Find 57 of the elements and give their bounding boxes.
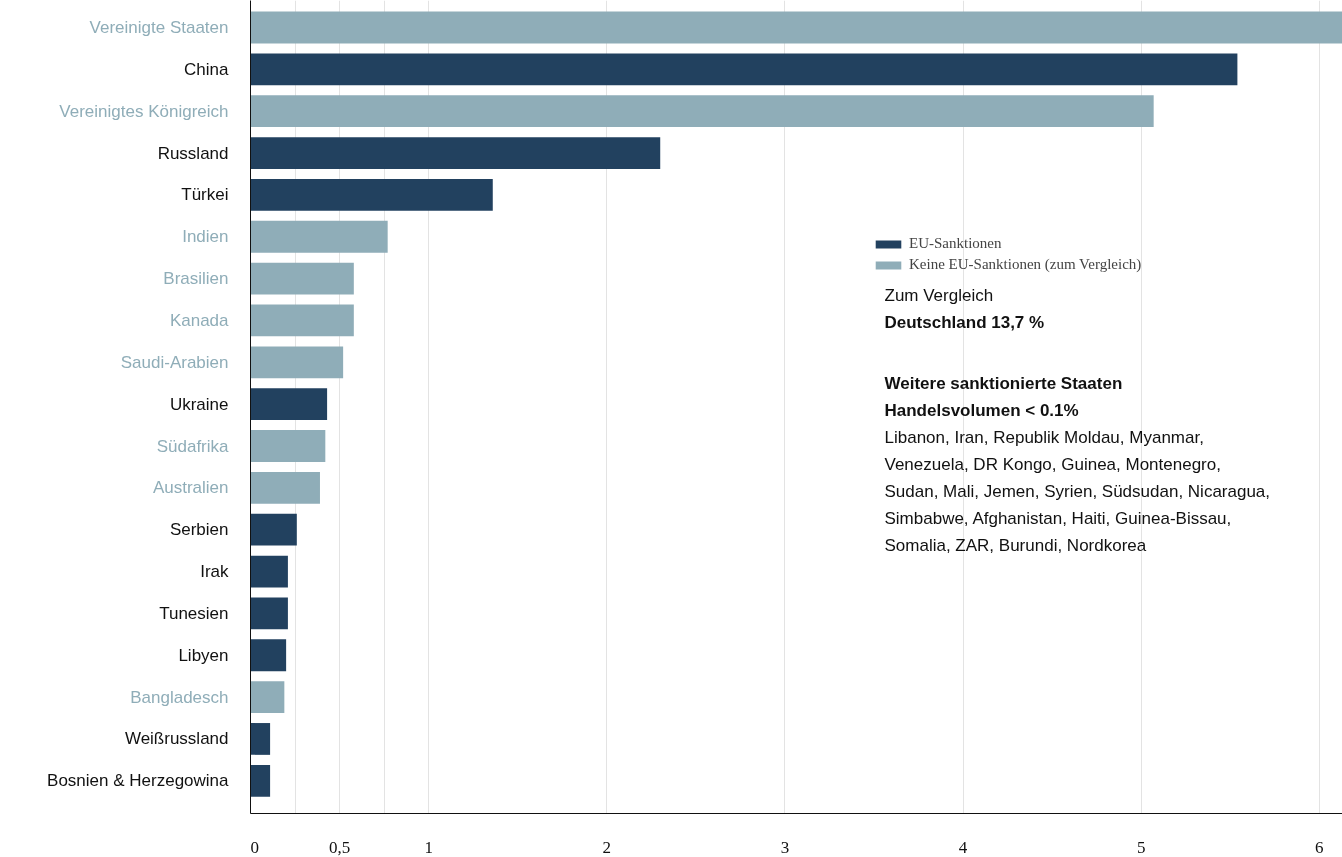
bar: [250, 262, 354, 295]
x-tick-label: 4: [958, 837, 968, 857]
y-tick-label: Türkei: [181, 185, 229, 205]
y-tick-label: Brasilien: [163, 269, 229, 289]
bar: [250, 179, 493, 211]
y-tick-label: Weißrussland: [124, 729, 229, 749]
y-tick-label: Vereinigtes Königreich: [59, 101, 229, 121]
bar: [250, 597, 288, 630]
y-tick-label: Irak: [200, 562, 229, 582]
annotation: Handelsvolumen < 0.1%: [884, 401, 1079, 420]
annotation: Somalia, ZAR, Burundi, Nordkorea: [884, 536, 1147, 555]
annotation: Sudan, Mali, Jemen, Syrien, Südsudan, Nicaragua,: [884, 482, 1271, 501]
legend-label: EU-Sanktionen: [909, 235, 1002, 252]
x-tick-label: 2: [602, 837, 612, 857]
y-tick-label: Serbien: [169, 520, 229, 540]
y-tick-label: Ukraine: [169, 394, 229, 414]
bar: [250, 513, 297, 546]
annotation: Libanon, Iran, Republik Moldau, Myanmar,: [884, 428, 1204, 447]
x-tick-label: 1: [424, 837, 433, 857]
bar: [250, 53, 1238, 86]
y-tick-label: China: [184, 59, 230, 79]
y-tick-label: Südafrika: [156, 436, 230, 456]
y-tick-label: Russland: [157, 143, 229, 163]
annotation: Venezuela, DR Kongo, Guinea, Montenegro,: [884, 455, 1221, 474]
x-tick-label: 0,5: [328, 837, 351, 857]
bar: [250, 346, 344, 379]
bar: [250, 137, 661, 169]
x-tick-label: 3: [780, 837, 790, 857]
annotation: Zum Vergleich: [884, 286, 994, 305]
bar: [250, 471, 320, 504]
y-tick-label: Libyen: [178, 645, 229, 665]
bar: [250, 555, 288, 588]
annotation: Weitere sanktionierte Staaten: [884, 374, 1123, 393]
annotation: Deutschland 13,7 %: [884, 313, 1045, 332]
bar: [250, 388, 328, 421]
y-tick-label: Kanada: [169, 310, 230, 330]
bar: [250, 681, 285, 713]
annotation: Simbabwe, Afghanistan, Haiti, Guinea-Bissau,: [884, 509, 1232, 528]
y-tick-label: Vereinigte Staaten: [89, 18, 229, 37]
bar: [250, 220, 388, 253]
y-tick-label: Bosnien & Herzegowina: [47, 771, 230, 791]
bar: [250, 95, 1154, 128]
y-tick-label: Saudi-Arabien: [120, 352, 229, 372]
x-tick-label: 6: [1315, 837, 1324, 857]
bar: [250, 430, 326, 462]
bar: [250, 639, 287, 672]
y-tick-label: Indien: [182, 227, 229, 247]
bar: [250, 304, 354, 337]
y-tick-label: Australien: [152, 478, 229, 498]
bar: [250, 11, 1342, 44]
bar: [250, 723, 271, 755]
x-tick-label: 5: [1136, 837, 1146, 857]
y-tick-label: Tunesien: [159, 603, 229, 623]
bar: [250, 764, 271, 797]
legend-label: Keine EU-Sanktionen (zum Vergleich): [909, 256, 1142, 273]
x-tick-label: 0: [250, 837, 259, 857]
y-tick-label: Bangladesch: [130, 687, 229, 707]
